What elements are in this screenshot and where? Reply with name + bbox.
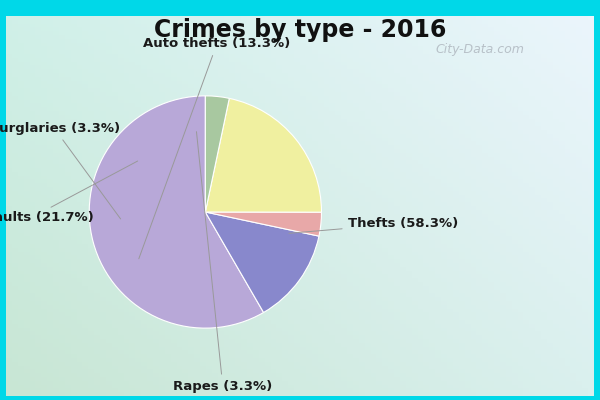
Text: Auto thefts (13.3%): Auto thefts (13.3%) bbox=[139, 37, 290, 259]
Wedge shape bbox=[205, 212, 322, 236]
Wedge shape bbox=[205, 212, 319, 312]
Text: Assaults (21.7%): Assaults (21.7%) bbox=[0, 161, 137, 224]
Wedge shape bbox=[205, 96, 229, 212]
Text: City-Data.com: City-Data.com bbox=[436, 44, 524, 56]
Wedge shape bbox=[205, 98, 322, 212]
Text: Crimes by type - 2016: Crimes by type - 2016 bbox=[154, 18, 446, 42]
Text: Burglaries (3.3%): Burglaries (3.3%) bbox=[0, 122, 121, 219]
Text: Thefts (58.3%): Thefts (58.3%) bbox=[289, 217, 458, 233]
Text: Rapes (3.3%): Rapes (3.3%) bbox=[173, 132, 272, 393]
Wedge shape bbox=[89, 96, 263, 328]
